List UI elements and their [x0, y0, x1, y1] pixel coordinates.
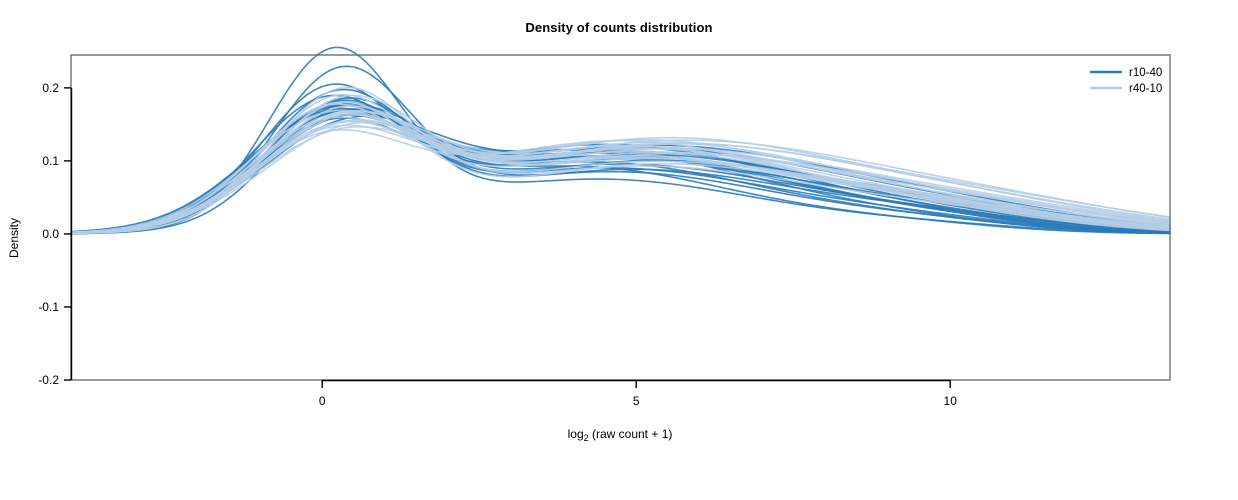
- chart-title: Density of counts distribution: [525, 20, 713, 35]
- y-tick-label: 0.1: [42, 154, 59, 168]
- y-tick-label: 0.0: [42, 227, 59, 241]
- density-curve: [70, 83, 1171, 234]
- x-tick-label: 5: [633, 394, 640, 408]
- x-axis-title-base: log: [568, 427, 584, 441]
- y-axis-title: Density: [7, 218, 21, 258]
- density-curve: [70, 109, 1171, 234]
- x-axis-title-subscript: 2: [584, 433, 589, 443]
- axis-titles-layer: Density log2 (raw count + 1): [7, 218, 672, 443]
- density-curve: [70, 112, 1171, 234]
- density-curve: [70, 121, 1171, 234]
- x-axis-title-rest: (raw count + 1): [589, 427, 673, 441]
- density-curve: [70, 46, 1171, 235]
- density-curve: [70, 120, 1171, 234]
- y-tick-label: -0.1: [38, 300, 59, 314]
- density-curve: [70, 101, 1171, 235]
- x-axis-title: log2 (raw count + 1): [568, 427, 673, 443]
- tick-marks-layer: [64, 87, 951, 388]
- density-curves-layer: [70, 46, 1171, 235]
- legend-label[interactable]: r40-10: [1129, 83, 1162, 95]
- density-curve: [70, 102, 1171, 235]
- y-tick-label: 0.2: [42, 81, 59, 95]
- chart-legend[interactable]: r10-40 r40-10: [1090, 67, 1162, 95]
- x-tick-label: 0: [319, 394, 326, 408]
- y-tick-label: -0.2: [38, 373, 59, 387]
- tick-labels-layer: 0.2 0.1 0.0 -0.1 -0.2 0 5 10: [38, 81, 957, 408]
- legend-label[interactable]: r10-40: [1129, 67, 1162, 79]
- density-curve: [70, 103, 1171, 234]
- x-tick-label: 10: [944, 394, 958, 408]
